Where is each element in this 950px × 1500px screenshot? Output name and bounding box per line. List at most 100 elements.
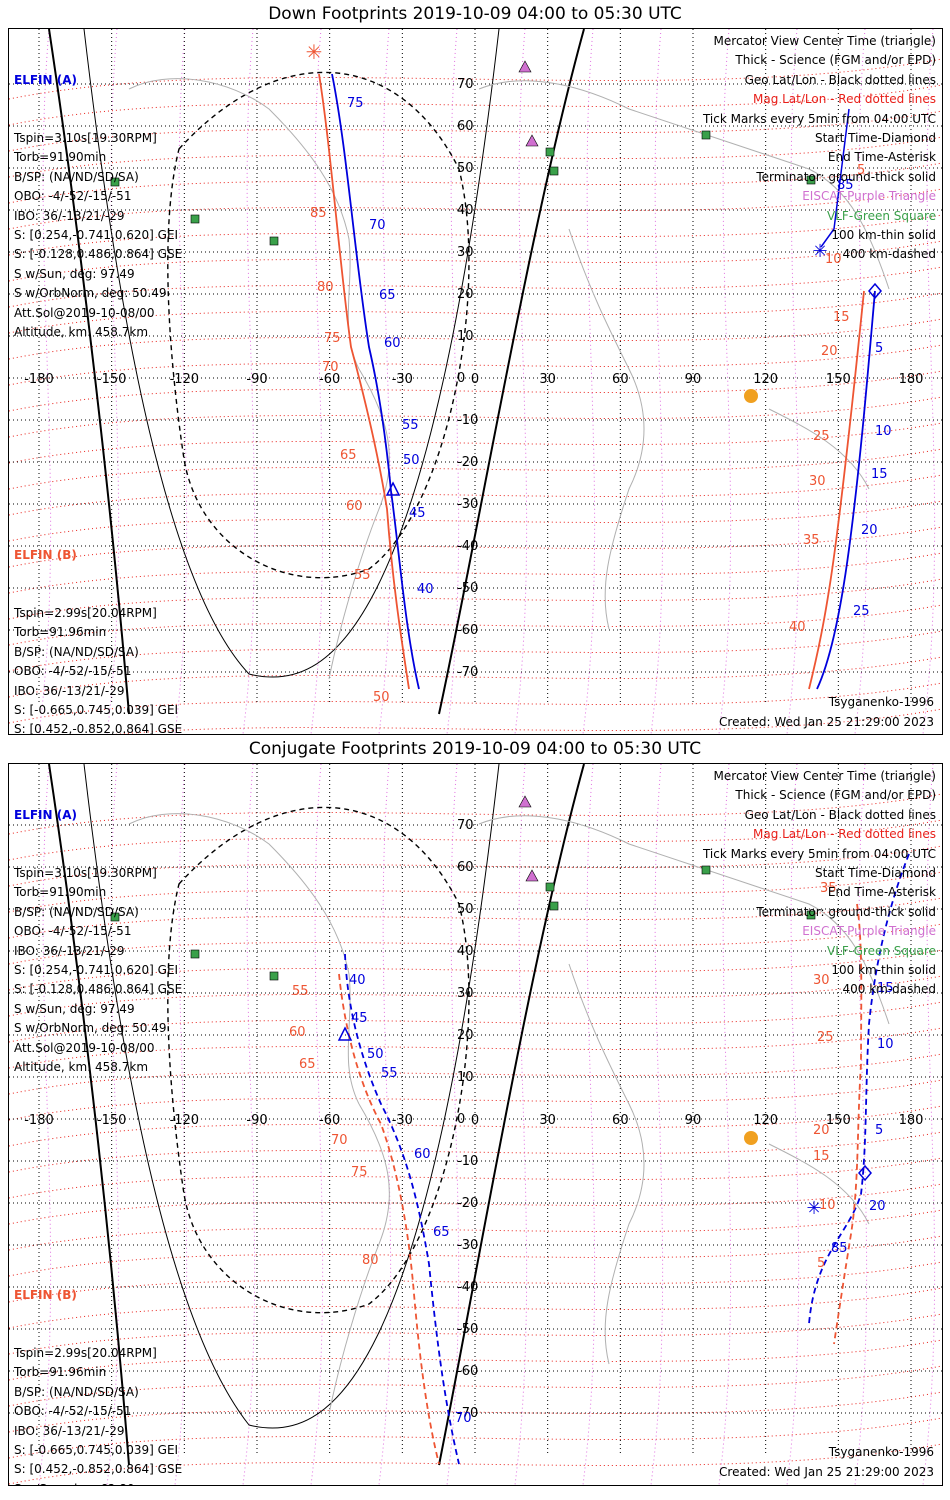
elfin-b-tick-label: 10 <box>819 1198 836 1213</box>
lon-tick-label: 60 <box>612 372 629 387</box>
elfin-b-tick-label: 60 <box>346 499 363 514</box>
lat-tick-label: -30 <box>457 497 478 512</box>
legend-item: Mag Lat/Lon - Red dotted lines <box>752 827 936 842</box>
mag-lat-line <box>9 949 942 991</box>
lon-tick-label: 30 <box>539 1113 556 1128</box>
vlf-station-marker <box>545 147 555 157</box>
lat-tick-label: 50 <box>457 161 474 176</box>
elfin-a-tick-label: 85 <box>831 1241 848 1256</box>
elfin-b-tick-label: 25 <box>817 1030 834 1045</box>
legend-item: EISCAT-Purple Triangle <box>802 924 936 939</box>
mag-lon-line <box>650 764 664 1485</box>
mag-lat-line <box>9 1105 942 1147</box>
end-time-asterisk-a: ✳ <box>812 241 827 262</box>
mag-lat-line <box>9 682 942 724</box>
footprint-400km <box>167 806 470 1314</box>
mag-lon-line <box>378 29 392 734</box>
lat-tick-label: -60 <box>457 623 478 638</box>
lat-tick-label: -50 <box>457 581 478 596</box>
vlf-station-marker <box>701 865 711 875</box>
mag-lat-line <box>9 793 942 835</box>
vlf-station-marker <box>549 166 559 176</box>
legend-item: Terminator: ground-thick solid <box>756 169 936 184</box>
legend-item: Tick Marks every 5min from 04:00 UTC <box>702 846 936 861</box>
vlf-station-marker <box>701 130 711 140</box>
elfin-b-tick-label: 75 <box>351 1165 368 1180</box>
elfin-a-tick-label: 55 <box>402 418 419 433</box>
legend-item: End Time-Asterisk <box>827 150 936 165</box>
coastline <box>768 408 870 490</box>
lat-tick-label: 30 <box>457 986 474 1001</box>
lon-tick-label: 120 <box>753 1113 778 1128</box>
mag-lat-line <box>9 552 942 594</box>
lon-tick-label: -180 <box>24 1113 54 1128</box>
vlf-station-marker <box>806 910 816 920</box>
mag-lat-line <box>9 1001 942 1043</box>
mag-lat-line <box>9 188 942 230</box>
mag-lon-line <box>174 29 188 734</box>
mag-lon-line <box>786 764 800 1485</box>
lon-tick-label: 60 <box>612 1113 629 1128</box>
mag-lat-line <box>9 136 942 178</box>
elfin-b-tick-label: 75 <box>324 331 341 346</box>
elfin-b-track <box>338 973 440 1465</box>
sun-icon <box>744 1131 758 1145</box>
vlf-station-marker <box>110 177 120 187</box>
lon-tick-label: 90 <box>685 372 702 387</box>
lat-tick-label: -40 <box>457 1280 478 1295</box>
panel-down-title: Down Footprints 2019-10-09 04:00 to 05:3… <box>268 4 682 24</box>
elfin-a-tick-label: 60 <box>384 336 401 351</box>
mag-lat-line <box>9 396 942 438</box>
mag-lon-line <box>854 29 868 734</box>
vlf-station-marker <box>269 971 279 981</box>
elfin-a-tick-label: 70 <box>369 218 386 233</box>
legend-item: VLF-Green Square <box>827 943 936 958</box>
lat-tick-label: -50 <box>457 1322 478 1337</box>
info-line: Tspin=2.99s[20.04RPM] <box>14 606 157 621</box>
elfin-a-label: ELFIN (A) <box>14 807 77 822</box>
elfin-a-tick-label: 75 <box>347 96 364 111</box>
legend-item: Geo Lat/Lon - Black dotted lines <box>744 72 936 87</box>
mag-lat-line <box>9 1183 942 1225</box>
elfin-b-tick-label: 55 <box>354 568 371 583</box>
mag-lon-line <box>922 764 936 1485</box>
elfin-a-tick-label: 25 <box>853 604 870 619</box>
legend-item: 100 km-thin solid <box>831 228 936 243</box>
elfin-b-tick-label: 15 <box>833 310 850 325</box>
lat-tick-label: -40 <box>457 539 478 554</box>
elfin-a-tick-label: 20 <box>869 1199 886 1214</box>
elfin-a-track-east <box>816 290 876 690</box>
mag-lat-line <box>9 526 942 568</box>
elfin-a-tick-label: 40 <box>417 582 434 597</box>
legend-item: End Time-Asterisk <box>827 885 936 900</box>
lat-tick-label: 70 <box>457 77 474 92</box>
mag-lon-line <box>106 764 120 1485</box>
mag-lon-line <box>446 29 460 734</box>
mag-lon-line <box>446 764 460 1485</box>
mag-lat-line <box>9 500 942 542</box>
mag-lat-line <box>9 1417 942 1459</box>
legend-item: 100 km-thin solid <box>831 963 936 978</box>
info-line: B/SP: (NA/ND/SD/SA) <box>14 644 139 659</box>
lon-tick-label: -90 <box>246 1113 267 1128</box>
created-label: Created: Wed Jan 25 21:29:00 2023 <box>719 1465 934 1479</box>
lat-tick-label: -10 <box>457 1154 478 1169</box>
coastline <box>128 813 360 1105</box>
elfin-b-tick-label: 5 <box>817 1256 825 1271</box>
info-line: Tspin=3.10s[19.30RPM] <box>14 131 157 146</box>
elfin-b-tick-label: 35 <box>820 881 837 896</box>
info-line: S: [-0.128,0.486,0.864] GSE <box>14 247 183 262</box>
elfin-a-tick-label: 85 <box>837 178 854 193</box>
coastline <box>568 963 645 1365</box>
legend-item: 400 km-dashed <box>842 982 936 997</box>
footprint-100km <box>83 764 500 1429</box>
eiscat-station-marker <box>525 869 539 882</box>
lon-tick-label: -150 <box>97 1113 127 1128</box>
info-line: OBO: -4/-52/-15/-51 <box>14 1404 132 1419</box>
vlf-station-marker <box>549 901 559 911</box>
info-line: IBO: 36/-13/21/-29 <box>14 208 125 223</box>
elfin-a-label: ELFIN (A) <box>14 72 77 87</box>
elfin-b-label: ELFIN (B) <box>14 1287 77 1302</box>
elfin-b-tick-label: 70 <box>331 1133 348 1148</box>
created-label: Created: Wed Jan 25 21:29:00 2023 <box>719 715 934 729</box>
